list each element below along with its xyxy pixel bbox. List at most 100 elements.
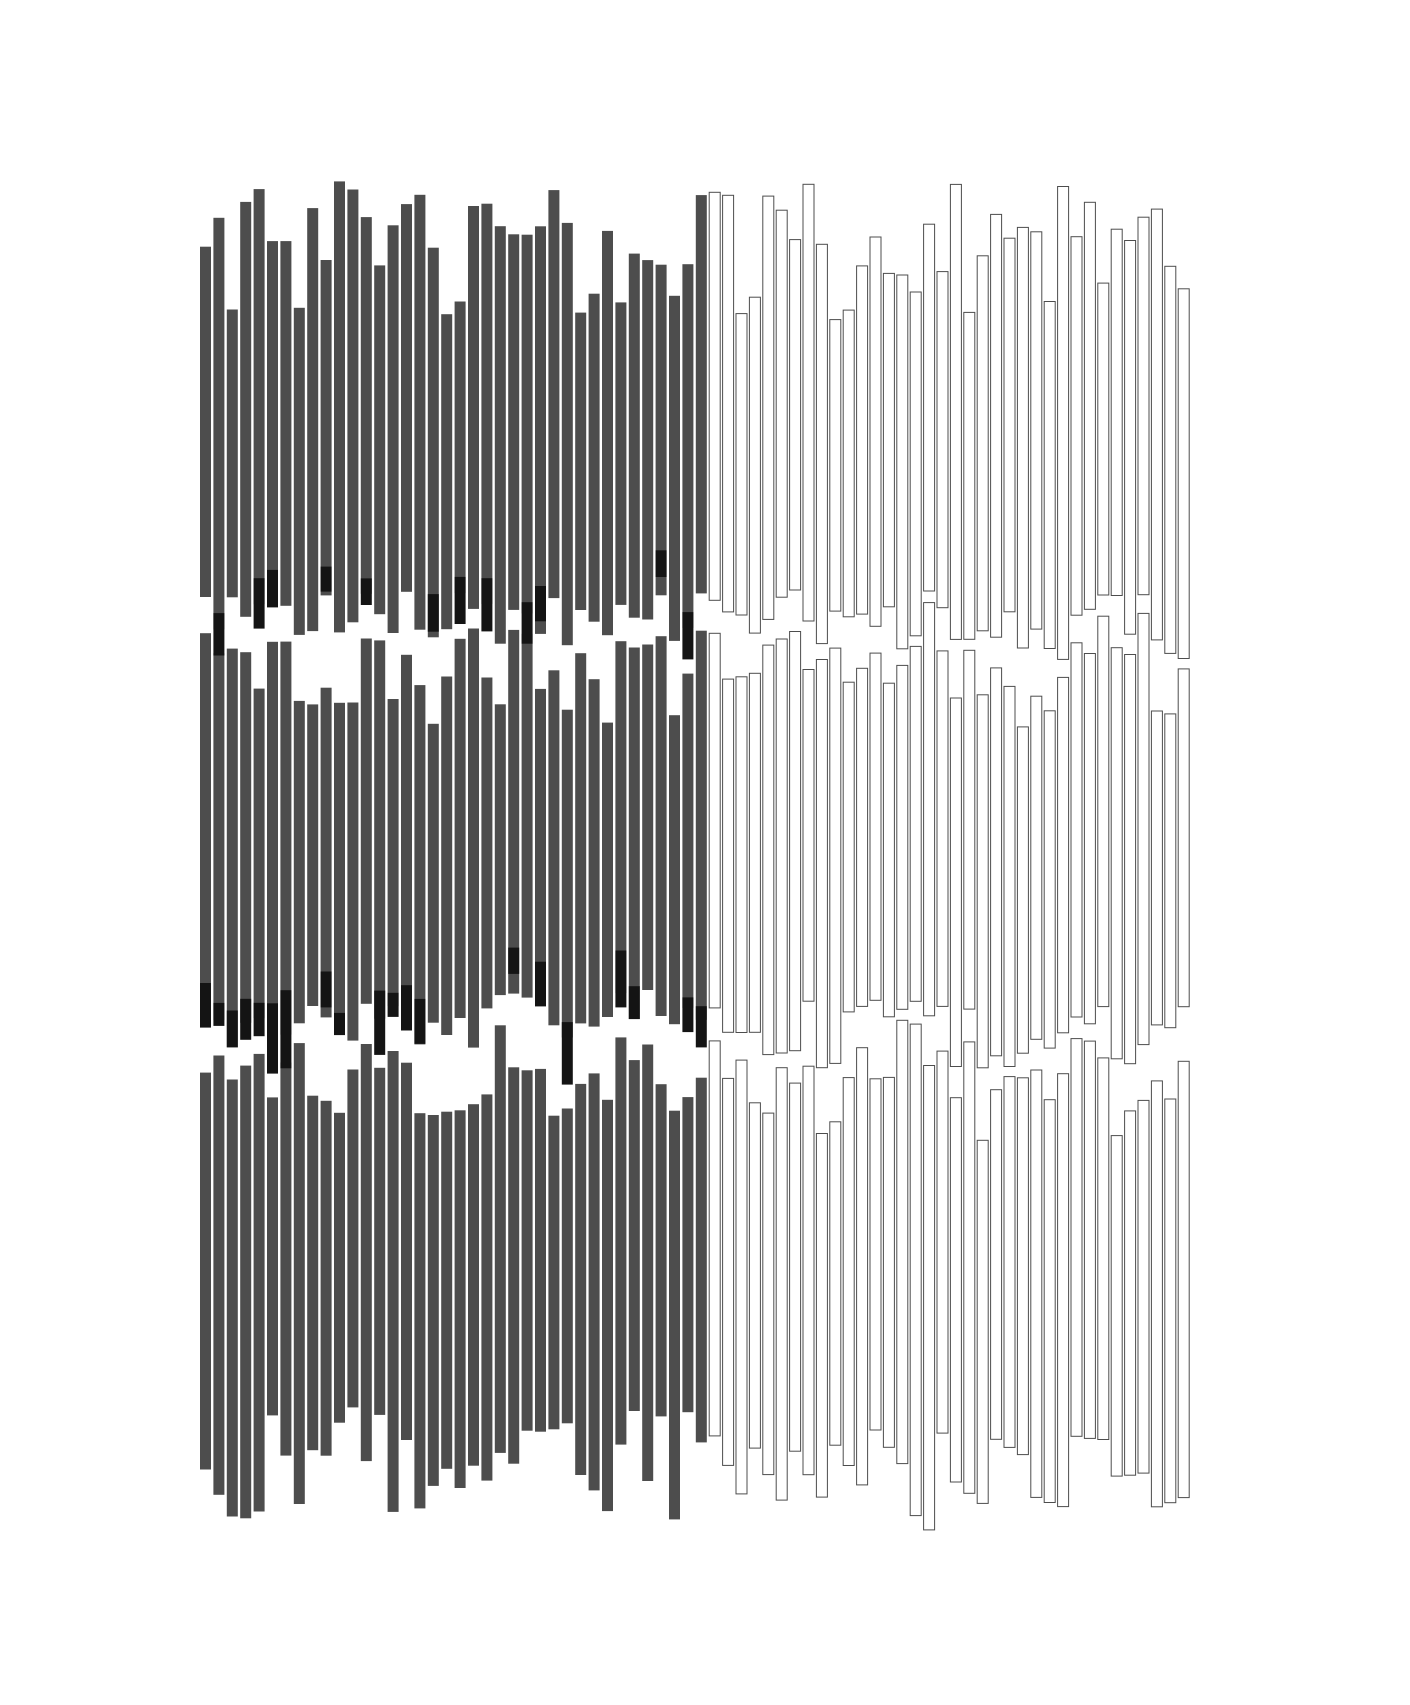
dark-bar-segment xyxy=(414,1113,426,1509)
outline-bar-segment xyxy=(842,309,855,618)
dark-overlap-segment xyxy=(414,998,426,1044)
dark-bar-segment xyxy=(561,709,573,1038)
dark-overlap-segment xyxy=(200,983,211,1028)
dark-bar-segment xyxy=(307,208,319,632)
dark-bar-segment xyxy=(253,688,265,1019)
dark-bar-segment xyxy=(401,654,412,1017)
dark-bar-segment xyxy=(360,638,372,1004)
outline-bar-segment xyxy=(748,672,761,1033)
dark-bar-segment xyxy=(494,226,506,644)
dark-bar-segment xyxy=(695,195,707,594)
dark-bar-segment xyxy=(427,723,439,1023)
outline-bar-segment xyxy=(802,669,815,1002)
dark-bar-segment xyxy=(655,636,667,1016)
dark-bar-segment xyxy=(468,206,479,609)
dark-overlap-segment xyxy=(427,594,439,632)
dark-bar-segment xyxy=(494,704,506,996)
outline-bar-segment xyxy=(1097,282,1110,596)
outline-bar-segment xyxy=(802,183,815,622)
outline-bar-segment xyxy=(1097,615,1110,1008)
dark-overlap-segment xyxy=(454,576,466,624)
outline-bar-segment xyxy=(896,1019,909,1465)
dark-bar-segment xyxy=(240,652,252,1023)
outline-bar-segment xyxy=(936,271,949,609)
dark-bar-segment xyxy=(454,301,466,594)
dark-bar-segment xyxy=(414,685,426,1045)
dark-bar-segment xyxy=(508,629,520,994)
outline-bar-segment xyxy=(869,1078,882,1431)
dark-bar-segment xyxy=(200,1072,211,1470)
outline-bar-segment xyxy=(789,1082,802,1452)
dark-bar-segment xyxy=(669,295,680,641)
outline-bar-segment xyxy=(936,1050,949,1434)
dark-bar-segment xyxy=(374,265,386,615)
outline-bar-segment xyxy=(1137,612,1150,1046)
dark-overlap-segment xyxy=(253,578,265,629)
dark-bar-segment xyxy=(387,1051,399,1512)
dark-overlap-segment xyxy=(267,569,278,608)
outline-bar-segment xyxy=(990,213,1003,638)
dark-bar-segment xyxy=(427,1115,439,1486)
dark-overlap-segment xyxy=(320,971,332,1008)
dark-bar-segment xyxy=(360,217,372,594)
outline-bar-segment xyxy=(829,319,842,612)
outline-bar-segment xyxy=(748,1102,761,1449)
dark-bar-segment xyxy=(468,1104,479,1466)
dark-overlap-segment xyxy=(334,1012,345,1036)
outline-bar-segment xyxy=(963,1041,976,1494)
outline-bar-segment xyxy=(1070,236,1083,616)
dark-bar-segment xyxy=(628,647,640,1019)
dark-bar-segment xyxy=(240,201,252,617)
dark-bar-segment xyxy=(320,1100,332,1456)
dark-bar-segment xyxy=(387,225,399,634)
dark-bar-segment xyxy=(628,253,640,618)
outline-bar-segment xyxy=(1124,240,1137,635)
dark-bar-segment xyxy=(427,247,439,638)
dark-bar-segment xyxy=(628,1060,640,1411)
dark-bar-segment xyxy=(655,1084,667,1417)
outline-bar-segment xyxy=(1137,1099,1150,1474)
outline-bar-segment xyxy=(909,645,922,1002)
outline-bar-segment xyxy=(762,644,775,1056)
outline-bar-segment xyxy=(963,649,976,1010)
dark-bar-segment xyxy=(267,241,278,593)
outline-bar-segment xyxy=(856,1047,869,1486)
dark-bar-segment xyxy=(441,314,453,630)
outline-bar-segment xyxy=(708,1040,721,1437)
outline-bar-segment xyxy=(963,311,976,640)
dark-bar-segment xyxy=(615,1037,627,1445)
dark-overlap-segment xyxy=(521,602,533,644)
dark-bar-segment xyxy=(468,628,479,1048)
outline-bar-segment xyxy=(748,296,761,634)
outline-bar-segment xyxy=(1083,1040,1096,1439)
dark-bar-segment xyxy=(588,1073,600,1491)
outline-bar-segment xyxy=(1003,1076,1016,1448)
dark-overlap-segment xyxy=(280,990,292,1069)
outline-bar-segment xyxy=(708,191,721,601)
dark-bar-segment xyxy=(213,1055,225,1495)
dark-bar-segment xyxy=(267,641,278,1031)
dark-bar-segment xyxy=(535,1068,546,1432)
dark-bar-segment xyxy=(320,687,332,1018)
outline-bar-segment xyxy=(1110,1135,1123,1477)
dark-bar-segment xyxy=(508,1067,520,1464)
outline-bar-segment xyxy=(775,1067,788,1501)
dark-overlap-segment xyxy=(561,1022,573,1085)
dark-overlap-segment xyxy=(401,985,412,1031)
dark-bar-segment xyxy=(414,194,426,630)
outline-bar-segment xyxy=(1150,208,1163,641)
dark-bar-segment xyxy=(695,1077,707,1443)
outline-bar-segment xyxy=(722,678,735,1033)
outline-bar-segment xyxy=(1016,1077,1029,1456)
dark-overlap-segment xyxy=(213,613,225,656)
dark-bar-segment xyxy=(226,1079,238,1517)
dark-overlap-segment xyxy=(253,1002,265,1037)
dark-bar-segment xyxy=(347,189,359,623)
outline-bar-segment xyxy=(1057,1073,1070,1508)
outline-bar-segment xyxy=(829,1121,842,1446)
dark-bar-segment xyxy=(293,1043,305,1504)
dark-bar-segment xyxy=(508,234,520,610)
dark-bar-segment xyxy=(240,1065,252,1519)
dark-bar-segment xyxy=(521,234,533,614)
